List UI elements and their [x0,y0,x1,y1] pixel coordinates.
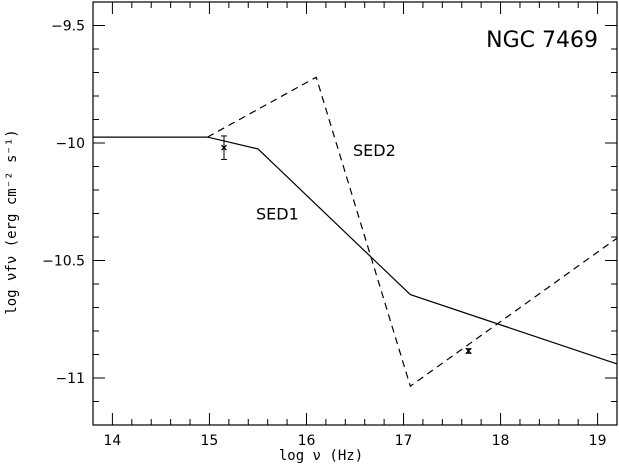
series-sed2-line [207,76,618,388]
x-axis-label: log ν (Hz) [279,448,363,464]
y-tick-label: −9.5 [51,19,85,35]
point-marker [221,144,227,151]
data-point [221,135,227,160]
plot-frame [92,1,618,426]
x-tick-label: 17 [395,433,413,449]
data-point [465,348,472,354]
y-tick-label: −11 [55,371,85,387]
x-tick-label: 14 [103,433,121,449]
x-tick-label: 18 [492,433,510,449]
sed2-label: SED2 [353,141,396,160]
series-sed1-line [93,136,618,365]
y-axis-label: log νfν (erg cm⁻² s⁻¹) [4,129,20,314]
x-tick-label: 19 [589,433,607,449]
x-tick-label: 16 [298,433,316,449]
x-tick-label: 15 [201,433,219,449]
y-tick-label: −10 [55,136,85,152]
y-tick-label: −10.5 [42,254,85,270]
chart-title: NGC 7469 [486,28,598,53]
points-layer [221,135,472,354]
ticks [92,1,618,426]
tick-labels: 14 15 16 17 18 19 −9.5 −10 −10.5 −11 [42,19,606,450]
sed1-label: SED1 [256,205,299,224]
point-marker [465,348,472,354]
series-layer [93,76,618,388]
